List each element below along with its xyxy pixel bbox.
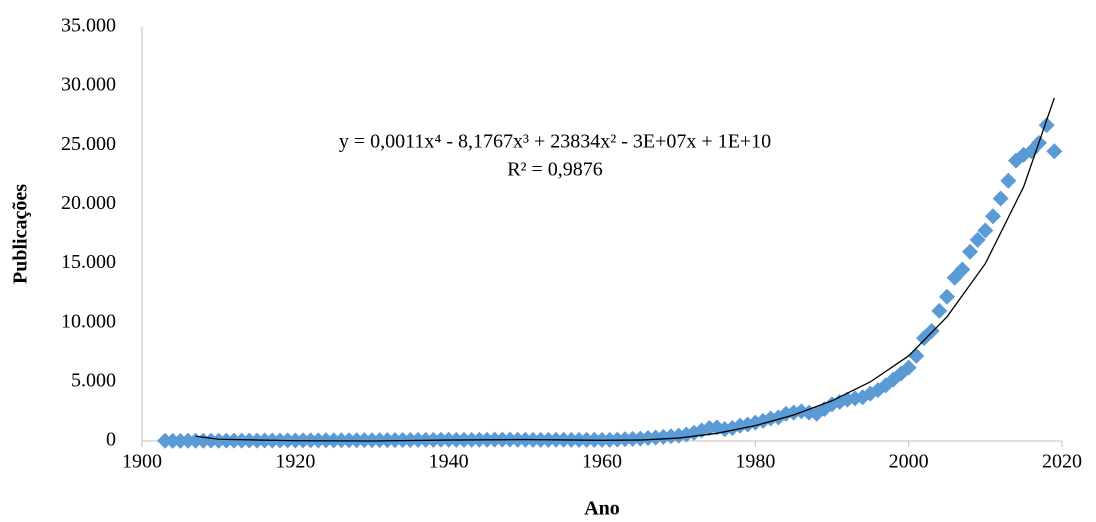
trend-equation: y = 0,0011x⁴ - 8,1767x³ + 23834x² - 3E+0… xyxy=(339,131,771,153)
marker xyxy=(1046,143,1063,160)
trend-r2: R² = 0,9876 xyxy=(507,159,603,181)
marker xyxy=(931,302,948,319)
x-tick-label: 1920 xyxy=(275,451,315,473)
x-tick-label: 1960 xyxy=(582,451,622,473)
y-tick-label: 10.000 xyxy=(61,310,116,332)
y-tick-label: 5.000 xyxy=(71,369,116,391)
marker xyxy=(985,208,1001,225)
y-tick-label: 30.000 xyxy=(61,74,116,96)
x-axis-label: Ano xyxy=(584,498,620,520)
marker xyxy=(977,222,994,239)
marker xyxy=(939,288,955,305)
marker xyxy=(923,322,940,339)
y-tick-label: 35.000 xyxy=(61,15,116,37)
x-tick-label: 1900 xyxy=(122,451,162,473)
y-tick-label: 25.000 xyxy=(61,133,116,155)
marker xyxy=(900,359,917,376)
x-tick-label: 2020 xyxy=(1042,451,1082,473)
x-tick-label: 2000 xyxy=(889,451,929,473)
marker xyxy=(992,190,1009,207)
y-tick-label: 15.000 xyxy=(61,251,116,273)
marker xyxy=(1038,117,1055,134)
marker xyxy=(969,231,986,248)
y-tick-label: 0 xyxy=(106,429,116,451)
marker xyxy=(1000,172,1017,189)
x-tick-label: 1980 xyxy=(735,451,775,473)
marker xyxy=(954,261,971,278)
y-axis-label: Publicações xyxy=(10,184,32,284)
y-tick-label: 20.000 xyxy=(61,192,116,214)
marker xyxy=(962,243,978,260)
trendline xyxy=(195,97,1055,442)
marker xyxy=(908,347,925,364)
x-tick-label: 1940 xyxy=(429,451,469,473)
